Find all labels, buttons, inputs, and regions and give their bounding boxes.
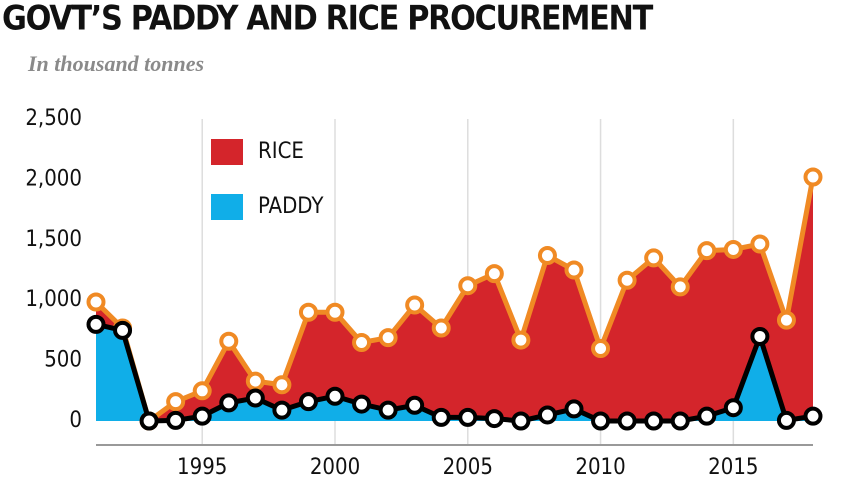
marker bbox=[352, 332, 372, 352]
line bbox=[95, 321, 814, 424]
marker bbox=[86, 314, 106, 334]
marker bbox=[644, 248, 664, 268]
y-tick-label: 0 bbox=[69, 408, 82, 433]
marker bbox=[537, 246, 557, 266]
marker bbox=[723, 398, 743, 418]
marker bbox=[750, 234, 770, 254]
marker bbox=[723, 239, 743, 259]
marker bbox=[325, 386, 345, 406]
x-tick-label: 1995 bbox=[177, 455, 227, 480]
legend-label: PADDY bbox=[258, 194, 324, 219]
chart-title: GOVT’S PADDY AND RICE PROCUREMENT bbox=[2, 0, 654, 39]
y-tick-label: 2,500 bbox=[25, 106, 82, 131]
marker bbox=[378, 400, 398, 420]
marker bbox=[670, 277, 690, 297]
legend-swatch bbox=[211, 139, 243, 165]
marker bbox=[245, 371, 265, 391]
marker bbox=[750, 326, 770, 346]
marker bbox=[431, 407, 451, 427]
marker bbox=[803, 167, 823, 187]
chart-subtitle: In thousand tonnes bbox=[27, 51, 204, 76]
marker bbox=[484, 264, 504, 284]
marker bbox=[352, 394, 372, 414]
marker bbox=[405, 295, 425, 315]
area bbox=[96, 176, 813, 421]
marker bbox=[113, 320, 133, 340]
marker bbox=[803, 406, 823, 426]
line bbox=[94, 176, 816, 424]
marker bbox=[564, 399, 584, 419]
marker bbox=[139, 411, 159, 431]
marker bbox=[537, 405, 557, 425]
marker bbox=[776, 310, 796, 330]
marker bbox=[378, 328, 398, 348]
marker bbox=[617, 411, 637, 431]
y-tick-label: 1,500 bbox=[25, 227, 82, 252]
marker bbox=[405, 395, 425, 415]
marker bbox=[511, 411, 531, 431]
marker bbox=[697, 406, 717, 426]
marker bbox=[325, 302, 345, 322]
x-tick-label: 2000 bbox=[310, 455, 360, 480]
marker bbox=[644, 411, 664, 431]
marker bbox=[298, 392, 318, 412]
marker bbox=[272, 400, 292, 420]
marker bbox=[219, 331, 239, 351]
marker bbox=[192, 381, 212, 401]
marker bbox=[272, 375, 292, 395]
marker bbox=[511, 330, 531, 350]
marker bbox=[192, 406, 212, 426]
marker bbox=[617, 270, 637, 290]
marker bbox=[166, 392, 186, 412]
marker bbox=[458, 276, 478, 296]
marker bbox=[298, 302, 318, 322]
y-tick-label: 2,000 bbox=[25, 166, 82, 191]
marker bbox=[166, 410, 186, 430]
marker bbox=[431, 318, 451, 338]
y-tick-label: 1,000 bbox=[25, 287, 82, 312]
marker bbox=[697, 241, 717, 261]
marker bbox=[219, 393, 239, 413]
x-tick-label: 2005 bbox=[443, 455, 493, 480]
marker bbox=[484, 409, 504, 429]
legend-swatch bbox=[211, 194, 243, 220]
x-tick-label: 2010 bbox=[575, 455, 625, 480]
marker bbox=[776, 410, 796, 430]
marker bbox=[458, 407, 478, 427]
x-tick-label: 2015 bbox=[708, 455, 758, 480]
marker bbox=[86, 292, 106, 312]
legend-label: RICE bbox=[258, 139, 304, 164]
y-tick-label: 500 bbox=[44, 348, 82, 373]
marker bbox=[670, 411, 690, 431]
marker bbox=[245, 388, 265, 408]
marker bbox=[591, 339, 611, 359]
marker bbox=[591, 411, 611, 431]
marker bbox=[564, 260, 584, 280]
